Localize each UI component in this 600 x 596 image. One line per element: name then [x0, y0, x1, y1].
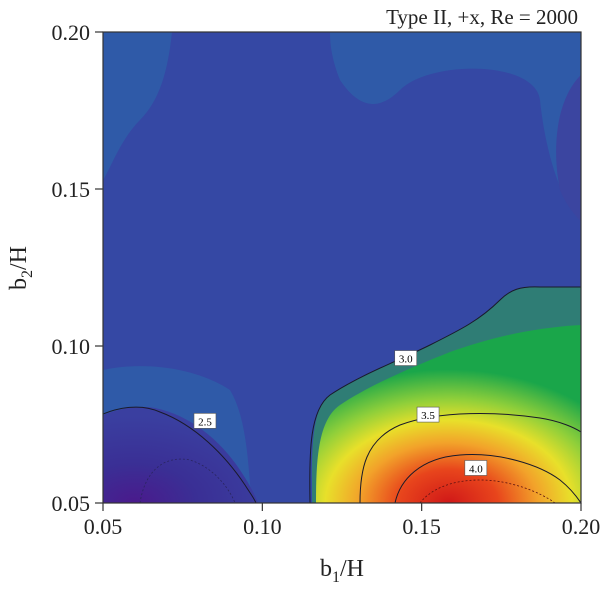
x-axis-title: b1/H [320, 556, 364, 586]
right-edge-lobe [556, 75, 581, 222]
hot-region [316, 325, 581, 503]
contour-line-3.0 [309, 286, 581, 503]
contour-label: 2.5 [193, 413, 217, 429]
low-value-region [103, 406, 258, 503]
y-tick-label: 0.20 [52, 20, 91, 45]
contour-label: 4.0 [464, 460, 488, 476]
contour-line-minor [139, 458, 236, 503]
contour-label-box [394, 350, 418, 366]
contour-label-box [416, 406, 440, 423]
x-tick-label: 0.10 [243, 514, 282, 539]
x-axis: 0.05 0.10 0.15 0.20 [84, 503, 600, 539]
contour-label-text: 3.0 [399, 354, 413, 366]
plot-frame [102, 31, 582, 504]
contour-label-text: 3.5 [421, 410, 435, 422]
y-tick-label: 0.05 [52, 491, 91, 516]
y-tick-label: 0.10 [52, 334, 91, 359]
contour-line-3.5 [359, 413, 581, 503]
y-tick-label: 0.15 [52, 177, 91, 202]
contour-label-box [464, 460, 488, 476]
contour-line-4.0 [394, 454, 581, 503]
contour-label-text: 2.5 [198, 416, 212, 428]
x-tick-label: 0.15 [402, 514, 441, 539]
x-tick-label: 0.05 [84, 514, 123, 539]
contour-label-text: 4.0 [469, 463, 483, 475]
contour-labels: 2.5 3.0 3.5 4.0 [193, 350, 488, 476]
upper-left-lobe [103, 32, 172, 180]
contour-label: 3.5 [416, 406, 440, 423]
contour-line-2.5 [103, 406, 257, 503]
contour-label: 3.0 [394, 350, 418, 366]
contour-field [103, 32, 581, 503]
x-tick-label: 0.20 [562, 514, 600, 539]
chart-title: Type II, +x, Re = 2000 [386, 5, 578, 29]
y-axis: 0.05 0.10 0.15 0.20 [52, 20, 103, 516]
upper-right-lobe [330, 32, 581, 222]
y-axis-title: b2/H [6, 246, 36, 290]
contour-label-box [193, 413, 217, 429]
